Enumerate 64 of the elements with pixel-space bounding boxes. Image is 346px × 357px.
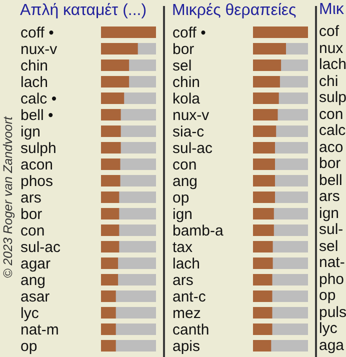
category-label: calc [319,122,346,140]
category-label: nux [319,40,344,58]
category-label: pho [319,270,344,289]
y-tick-label: phos [20,172,54,190]
y-tick-label: chin [172,74,200,91]
category-label: bell [319,172,342,190]
y-tick-label: acon [20,156,54,174]
y-tick-label: bor [172,40,194,58]
y-tick-label: ars [20,189,42,206]
y-tick-label: sul-ac [20,238,62,256]
y-tick-label: sul-ac [172,140,214,157]
y-tick-label: sulph [20,140,56,157]
y-tick-label: tax [172,238,194,256]
y-tick-label: ign [172,206,193,223]
category-label: bor [319,155,341,174]
y-tick-label: nat-m [20,321,59,338]
category-label: op [319,287,336,306]
y-tick-label: ign [20,123,41,140]
y-tick-label: apis [172,338,200,355]
y-tick-label: bor [20,206,42,223]
category-label: ars [319,188,340,206]
y-tick-label: nux-v [172,106,210,124]
category-label: ign [319,204,340,223]
y-tick-label: con [20,222,45,240]
y-tick-label: con [172,156,197,174]
category-label: puls [319,304,346,322]
chart-title: Μικρές θεραπείες [172,2,297,19]
text: Μικ [319,1,344,19]
category-label: lyc [319,320,338,338]
category-label: con [319,106,344,124]
category-label: sel [319,238,338,256]
y-tick-label: mez [172,304,201,322]
category-label: cof [319,23,340,42]
y-tick-label: lyc [20,304,40,322]
y-tick-label: ang [20,272,46,289]
y-tick-label: canth [172,321,210,338]
y-tick-label: asar [20,288,50,306]
y-tick-label: op [172,189,190,206]
y-tick-label: op [20,338,38,355]
y-tick-label: lach [172,255,200,272]
y-tick-label: ant-c [172,288,206,306]
text: © 2023 Roger van Zandvoort [1,116,15,278]
y-tick-label: bamb-a [172,222,224,240]
y-tick-label: ars [172,272,194,289]
y-tick-label: coff • [20,24,54,42]
y-tick-label: kola [172,90,201,108]
y-tick-label: chin [20,57,48,74]
y-tick-label: agar [20,255,51,272]
y-tick-label: calc • [20,90,57,108]
category-label: nat- [319,254,345,272]
y-tick-label: bell • [20,106,54,124]
y-tick-label: coff • [172,24,206,42]
category-label: aga [319,336,344,355]
category-label: chi [319,72,338,91]
category-label: sulp [319,89,346,108]
category-label: lach [319,56,346,74]
y-tick-label: ang [172,172,198,190]
y-tick-label: sia-c [172,123,205,140]
y-tick-label: lach [20,74,48,91]
category-label: aco [319,138,344,157]
y-tick-label: sel [172,57,192,74]
chart-title: Απλή καταμέτ (...) [20,2,147,19]
y-tick-label: nux-v [20,40,58,58]
category-label: sul- [319,221,344,240]
